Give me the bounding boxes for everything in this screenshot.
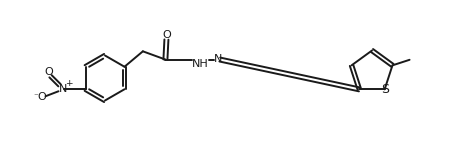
Text: +: + [65, 79, 73, 88]
Text: N: N [59, 84, 68, 94]
Text: O: O [162, 30, 170, 40]
Text: NH: NH [192, 59, 209, 69]
Text: ⁻: ⁻ [33, 93, 38, 102]
Text: O: O [38, 92, 46, 102]
Text: N: N [214, 54, 222, 64]
Text: O: O [44, 67, 53, 77]
Text: S: S [380, 83, 388, 96]
